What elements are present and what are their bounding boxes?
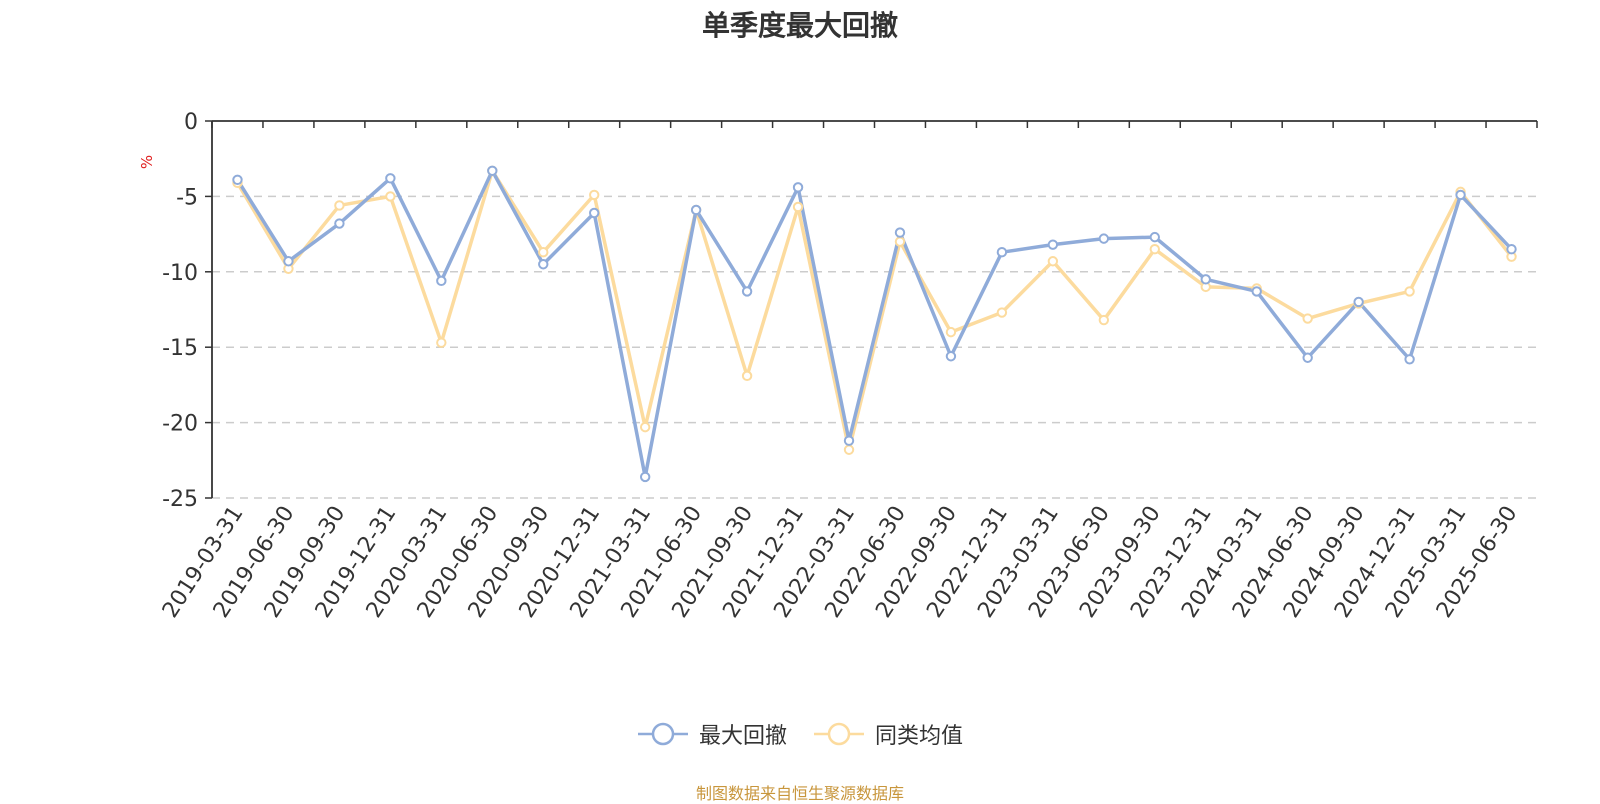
data-point[interactable] — [589, 189, 600, 201]
y-tick-label: 0 — [184, 110, 198, 135]
data-point[interactable] — [1047, 239, 1059, 250]
data-point[interactable] — [1149, 243, 1160, 255]
data-point[interactable] — [690, 204, 702, 216]
data-point[interactable] — [1098, 233, 1110, 244]
legend: 最大回撤 同类均值 — [0, 718, 1600, 750]
y-tick-label: -20 — [162, 412, 198, 437]
series-line-0 — [235, 169, 1513, 479]
y-tick-label: -10 — [162, 261, 198, 286]
data-point[interactable] — [1404, 354, 1415, 365]
legend-item-0[interactable]: 最大回撤 — [637, 718, 787, 750]
data-point[interactable] — [945, 326, 957, 338]
data-point[interactable] — [945, 351, 957, 362]
data-point[interactable] — [792, 201, 804, 213]
data-point[interactable] — [741, 370, 753, 382]
data-point[interactable] — [741, 286, 753, 297]
data-point[interactable] — [283, 256, 294, 267]
y-tick-label: -15 — [162, 336, 198, 361]
y-tick-label: -5 — [176, 185, 198, 210]
data-point[interactable] — [1506, 243, 1517, 255]
data-point[interactable] — [1455, 189, 1466, 201]
data-point[interactable] — [639, 471, 651, 483]
data-point[interactable] — [1353, 296, 1364, 308]
data-point[interactable] — [538, 259, 549, 270]
data-point[interactable] — [436, 275, 447, 287]
data-point[interactable] — [996, 307, 1008, 318]
data-point[interactable] — [589, 207, 600, 219]
data-point[interactable] — [1251, 286, 1262, 297]
data-point[interactable] — [996, 246, 1008, 258]
data-point[interactable] — [1047, 256, 1059, 267]
legend-label: 最大回撤 — [698, 724, 787, 749]
chart-title: 单季度最大回撤 — [701, 9, 898, 42]
legend-label: 同类均值 — [875, 724, 964, 749]
source-note: 制图数据来自恒生聚源数据库 — [695, 784, 904, 803]
data-point[interactable] — [1098, 314, 1110, 326]
series-line-1 — [235, 169, 1513, 452]
data-point[interactable] — [1200, 274, 1211, 285]
data-point[interactable] — [436, 337, 447, 348]
data-point[interactable] — [792, 182, 804, 193]
data-point[interactable] — [538, 246, 549, 258]
y-axis-unit-label: % — [138, 155, 156, 169]
series-lines — [232, 165, 1517, 483]
data-point[interactable] — [894, 236, 906, 247]
data-point[interactable] — [894, 227, 906, 238]
data-point[interactable] — [385, 191, 396, 202]
legend-swatch-icon — [814, 722, 864, 746]
data-point[interactable] — [843, 435, 855, 446]
data-point[interactable] — [1149, 231, 1160, 243]
legend-swatch-icon — [637, 722, 688, 746]
data-point[interactable] — [334, 200, 345, 211]
data-point[interactable] — [1302, 352, 1313, 363]
data-point[interactable] — [1302, 313, 1313, 324]
legend-item-1[interactable]: 同类均值 — [813, 718, 963, 750]
data-point[interactable] — [843, 444, 855, 455]
y-tick-label: -25 — [162, 487, 198, 512]
data-point[interactable] — [232, 174, 243, 186]
data-point[interactable] — [639, 421, 651, 433]
data-point[interactable] — [334, 218, 345, 229]
data-point[interactable] — [385, 173, 396, 184]
axes: 0-5-10-15-20-252019-03-312019-06-302019-… — [158, 110, 1538, 622]
data-point[interactable] — [1404, 286, 1415, 297]
data-point[interactable] — [487, 165, 498, 176]
